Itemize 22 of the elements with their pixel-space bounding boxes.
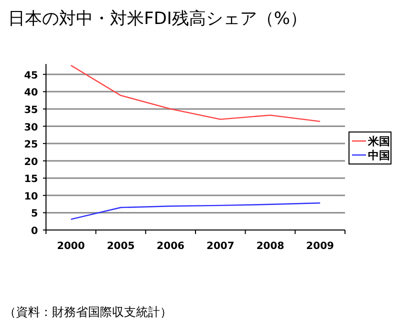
y-tick-label: 35 — [24, 104, 38, 116]
y-tick-label: 10 — [24, 191, 38, 202]
text: （資料：財務省国際収支統計） — [4, 305, 172, 319]
y-tick-label: 30 — [24, 122, 38, 134]
y-tick-label: 5 — [31, 208, 38, 220]
y-tick-label: 25 — [24, 140, 38, 151]
x-tick-label: 2007 — [206, 241, 234, 252]
line-series — [70, 64, 321, 122]
legend-label: 米国 — [367, 135, 390, 148]
line-series — [70, 202, 321, 220]
y-tick-label: 40 — [24, 88, 38, 99]
y-tick-label: 20 — [24, 156, 38, 168]
x-tick-label: 2005 — [106, 241, 135, 252]
y-tick-label: 45 — [24, 70, 38, 82]
x-tick-label: 2000 — [56, 241, 85, 252]
x-tick-label: 2006 — [156, 241, 185, 252]
legend-label: 中国 — [368, 149, 390, 162]
x-tick-label: 2008 — [256, 241, 284, 252]
x-tick-label: 2009 — [306, 241, 334, 252]
y-tick-label: 0 — [31, 226, 38, 237]
chart-title: 日本の対中・対米FDI残高シェア（%） — [8, 9, 308, 29]
y-tick-label: 15 — [24, 174, 38, 186]
